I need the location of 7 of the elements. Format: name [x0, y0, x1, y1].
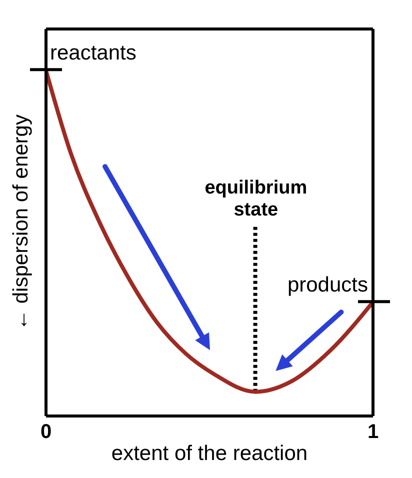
x-axis-title: extent of the reaction	[111, 442, 308, 465]
y-axis-title: ← dispersion of energy	[9, 114, 32, 330]
annotation: reactants	[50, 42, 136, 65]
ref-line-label: equilibrium state	[204, 177, 308, 220]
annotation: products	[287, 274, 368, 297]
x-tick-label: 0	[40, 421, 52, 444]
x-tick-label: 1	[367, 421, 379, 444]
